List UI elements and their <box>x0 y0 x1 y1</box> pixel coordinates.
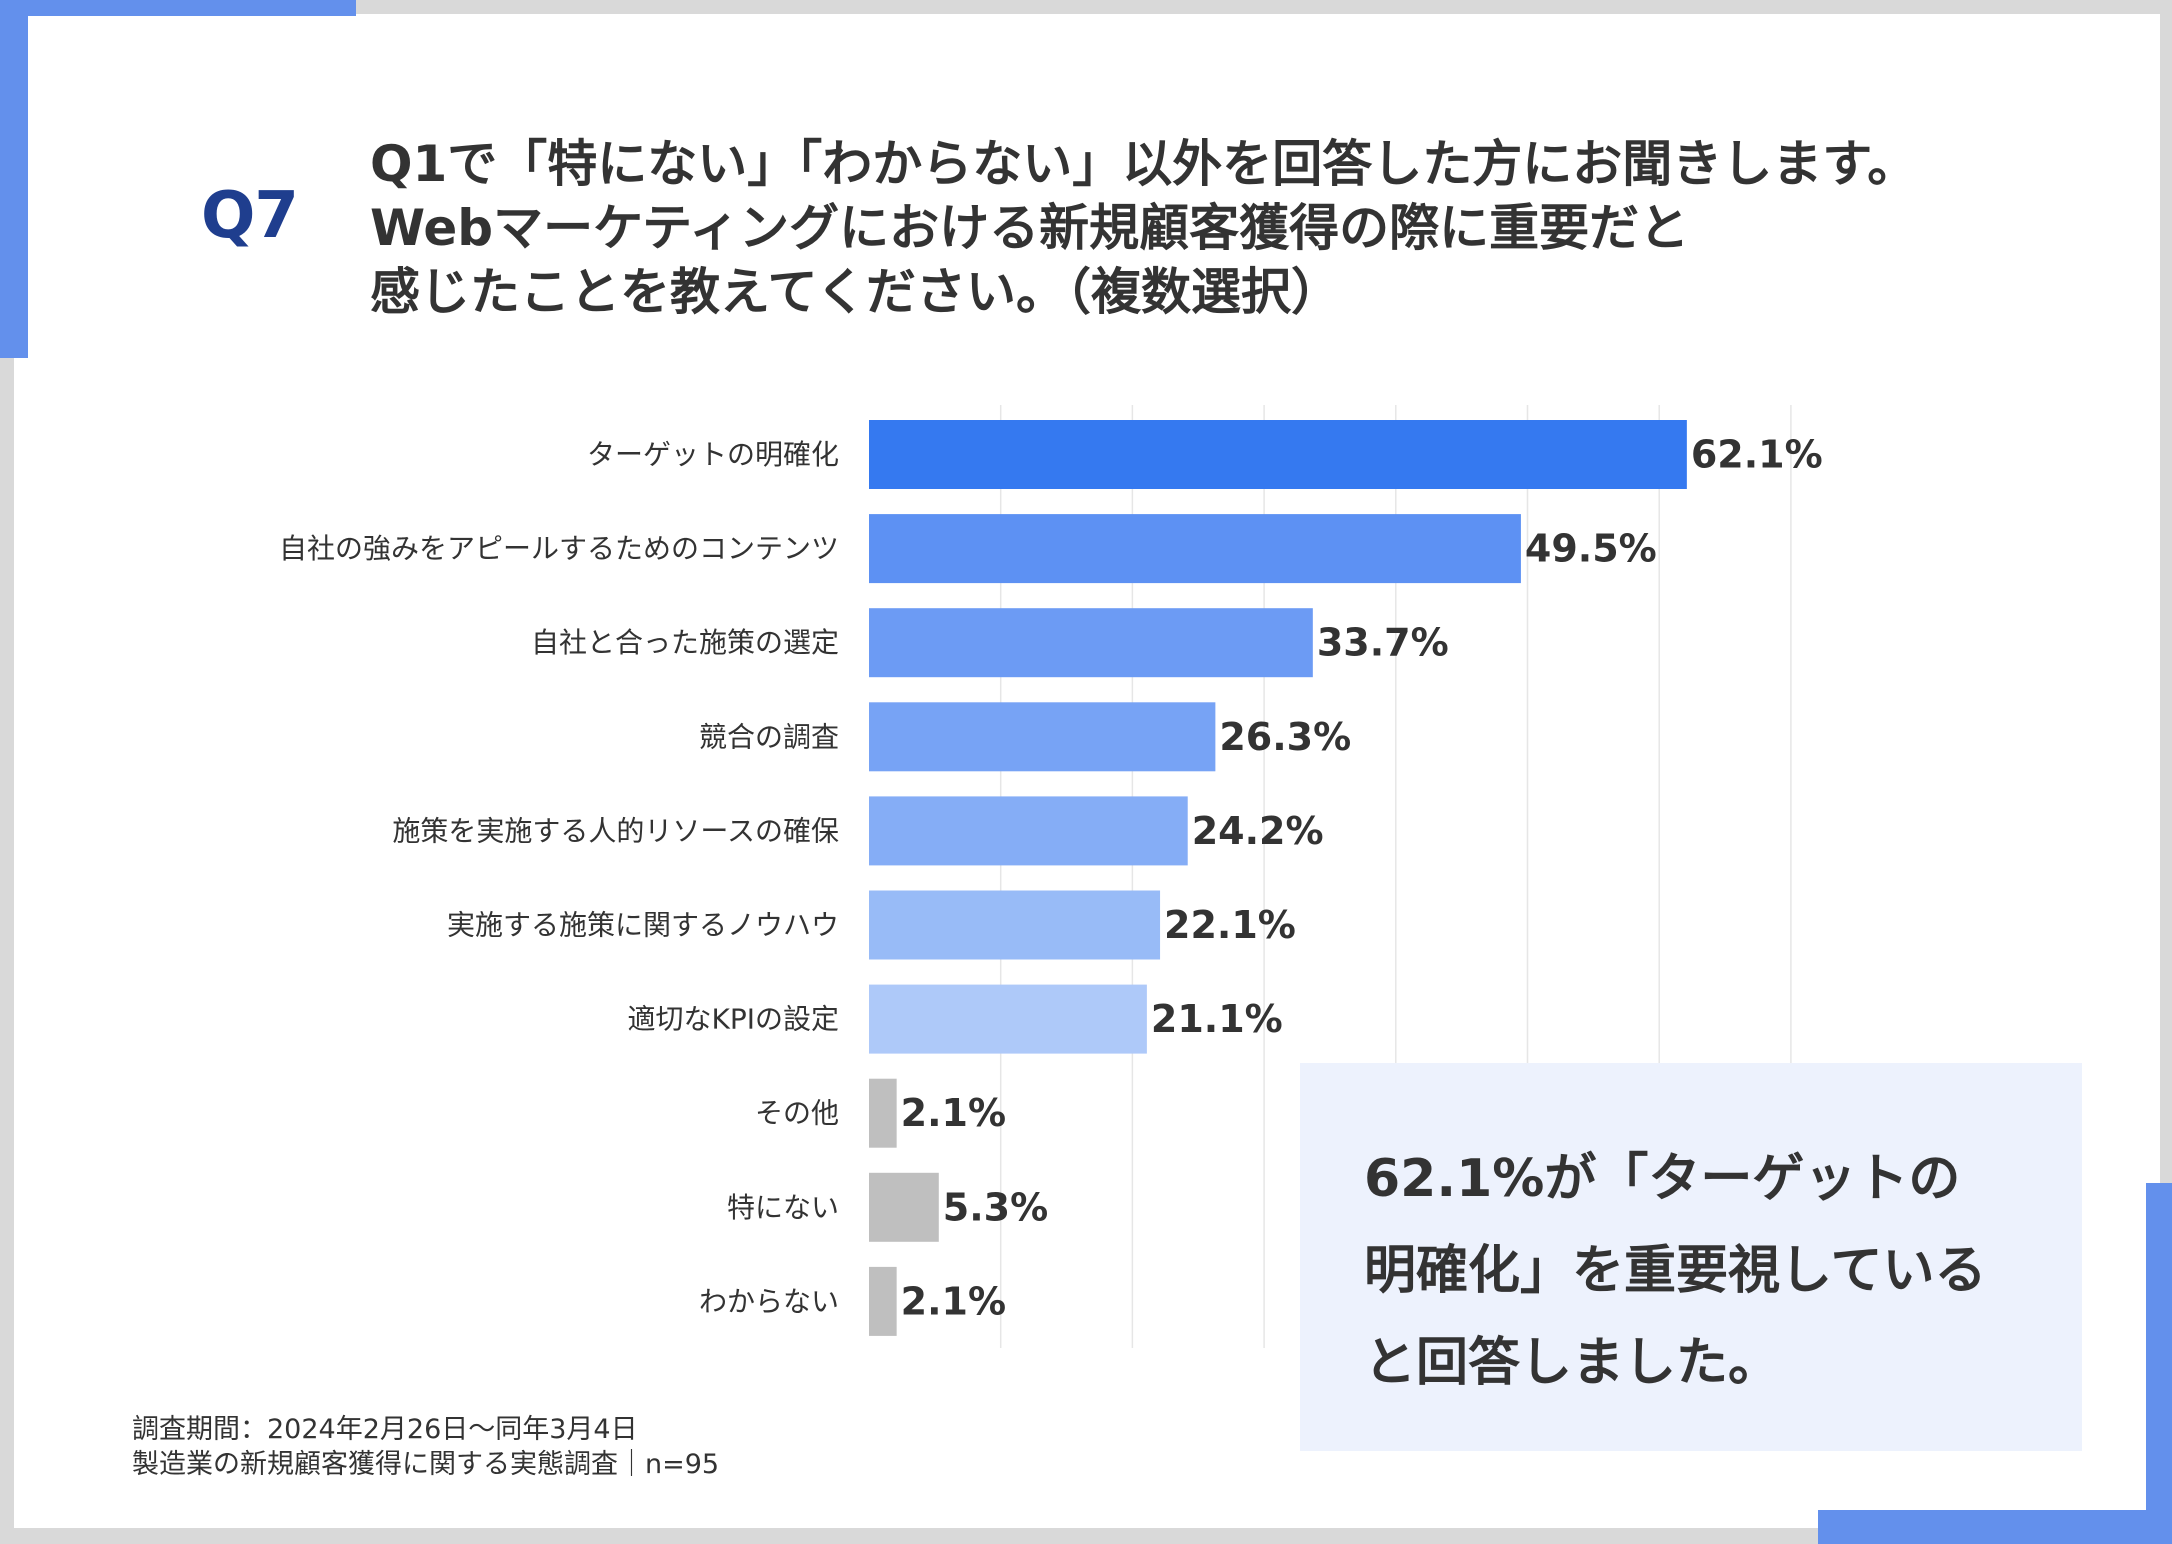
bar <box>869 984 1147 1054</box>
value-label: 49.5% <box>1525 527 1657 571</box>
value-label: 26.3% <box>1219 715 1351 759</box>
callout-line: と回答しました。 <box>1364 1333 1781 1393</box>
bar <box>869 420 1687 489</box>
category-label: 自社と合った施策の選定 <box>531 626 839 659</box>
bar <box>869 514 1521 584</box>
question-line: Q1で「特にない」「わからない」以外を回答した方にお聞きします。 <box>370 135 1918 193</box>
accent-bar-left <box>0 0 28 358</box>
value-label: 2.1% <box>901 1091 1006 1135</box>
survey-period: 調査期間：2024年2月26日〜同年3月4日 <box>132 1414 638 1445</box>
category-label: 適切なKPIの設定 <box>627 1003 839 1036</box>
labels: ターゲットの明確化 62.1% 自社の強みをアピールするためのコンテンツ 49.5% 自… <box>279 433 1823 1324</box>
question-line: Webマーケティングにおける新規顧客獲得の際に重要だと <box>370 199 1690 257</box>
category-label: 実施する施策に関するノウハウ <box>447 909 839 942</box>
callout-line: 62.1%が「ターゲットの <box>1364 1149 1961 1209</box>
bar <box>869 890 1161 960</box>
bar <box>869 1172 939 1242</box>
bars <box>869 420 1687 1336</box>
category-label: 自社の強みをアピールするためのコンテンツ <box>279 532 839 565</box>
value-label: 2.1% <box>901 1279 1006 1323</box>
callout-line: 明確化」を重要視している <box>1364 1241 1987 1301</box>
category-label: わからない <box>699 1285 839 1318</box>
callout-text: 62.1%が「ターゲットの 明確化」を重要視している と回答しました。 <box>1364 1133 2054 1409</box>
accent-bar-top <box>0 0 356 16</box>
bar <box>869 702 1216 772</box>
value-label: 62.1% <box>1691 433 1823 477</box>
bar <box>869 1078 897 1148</box>
category-label: 競合の調査 <box>699 720 839 753</box>
category-label: 特にない <box>727 1191 839 1224</box>
question-text: Q1で「特にない」「わからない」以外を回答した方にお聞きします。 Webマーケテ… <box>370 132 2020 324</box>
summary-callout: 62.1%が「ターゲットの 明確化」を重要視している と回答しました。 <box>1300 1063 2082 1451</box>
value-label: 33.7% <box>1317 621 1449 665</box>
question-line: 感じたことを教えてください。（複数選択） <box>370 263 1341 321</box>
survey-title-sample: 製造業の新規顧客獲得に関する実態調査｜n=95 <box>132 1449 720 1480</box>
accent-bar-right <box>2146 1183 2172 1544</box>
question-number: Q7 <box>201 179 299 253</box>
value-label: 24.2% <box>1192 809 1324 853</box>
value-label: 22.1% <box>1164 903 1296 947</box>
bar <box>869 796 1188 866</box>
value-label: 5.3% <box>943 1185 1048 1229</box>
bar <box>869 608 1313 678</box>
value-label: 21.1% <box>1151 997 1283 1041</box>
category-label: 施策を実施する人的リソースの確保 <box>392 814 839 847</box>
category-label: その他 <box>755 1097 839 1130</box>
bar <box>869 1266 897 1336</box>
category-label: ターゲットの明確化 <box>587 438 839 471</box>
accent-bar-bottom <box>1818 1510 2172 1544</box>
survey-footnote: 調査期間：2024年2月26日〜同年3月4日 製造業の新規顧客獲得に関する実態調… <box>132 1412 719 1482</box>
